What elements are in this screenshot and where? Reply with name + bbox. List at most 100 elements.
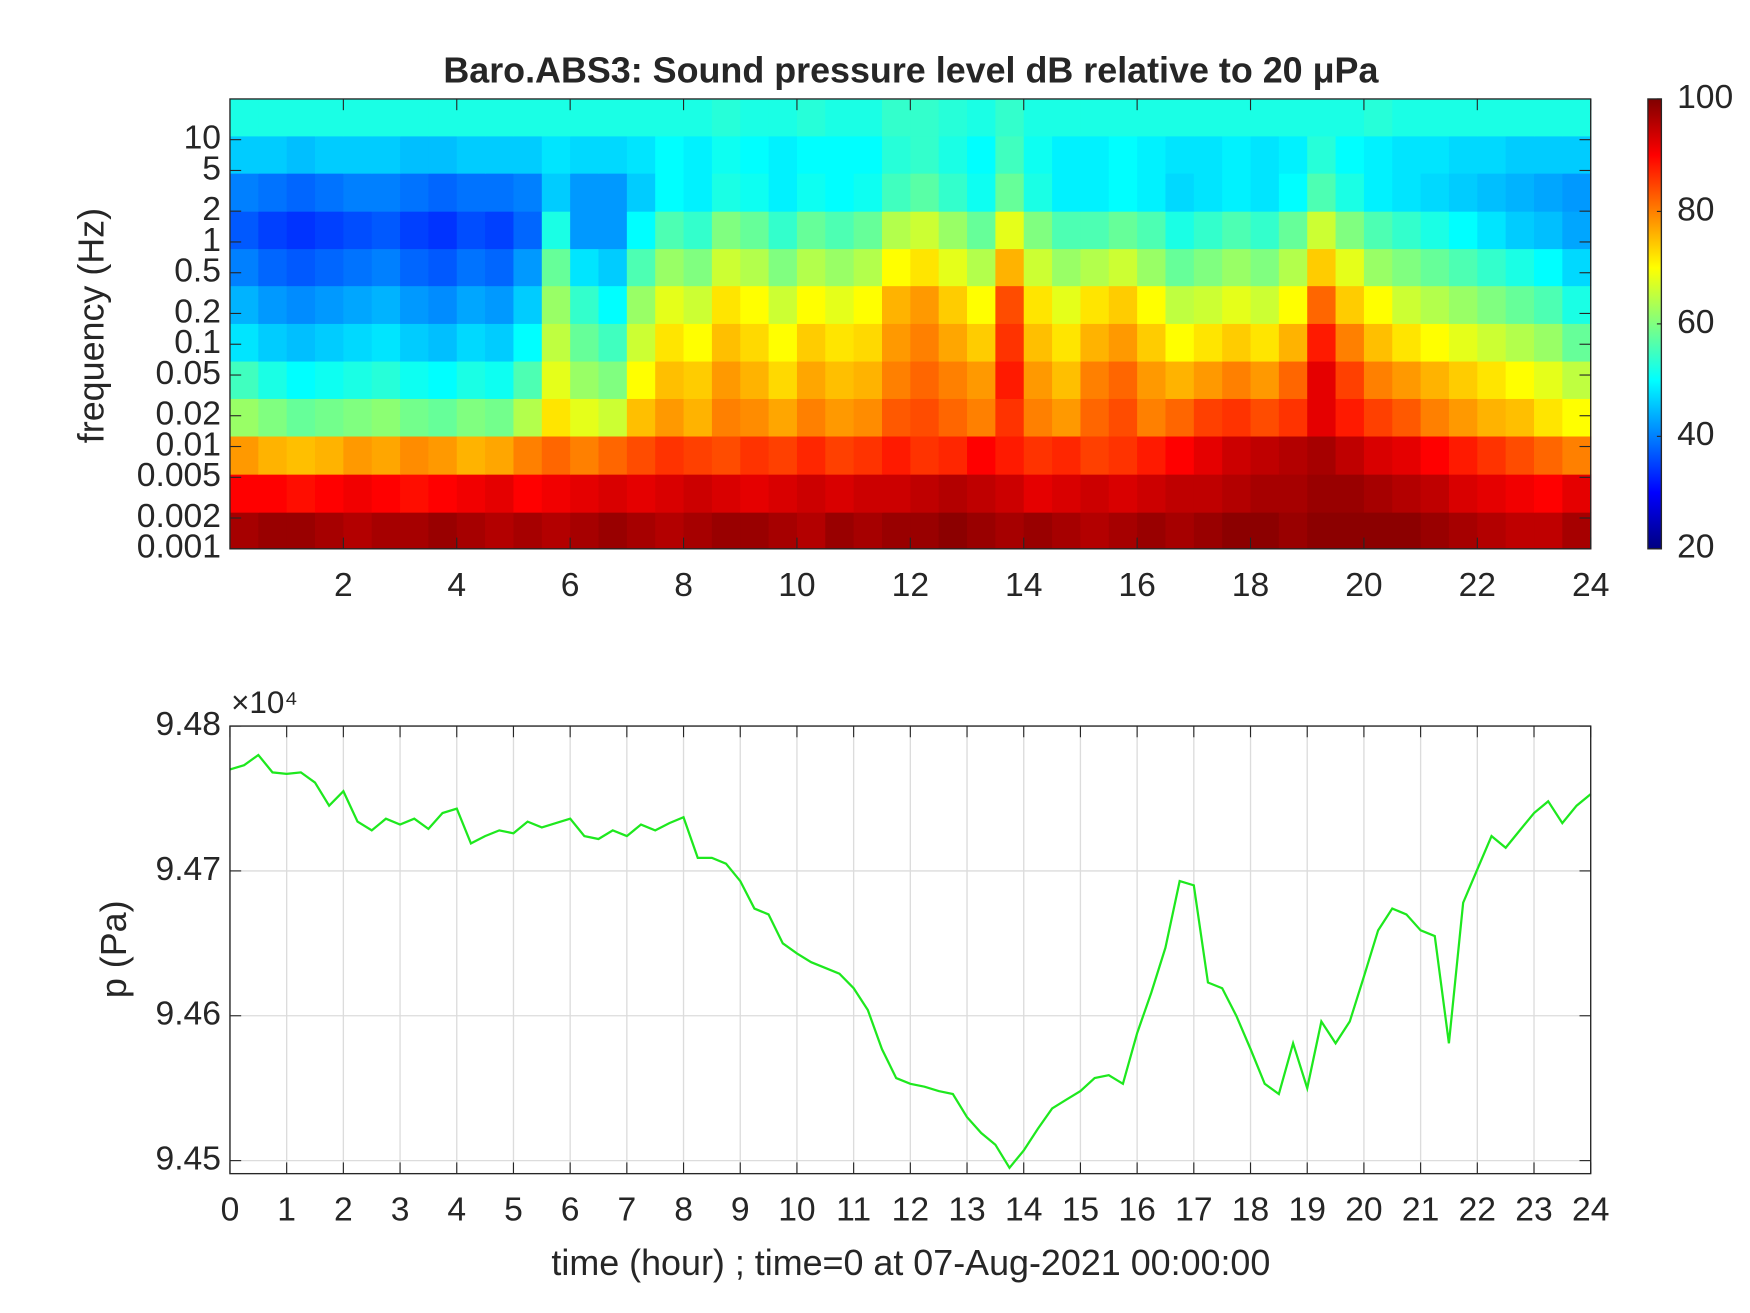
heatmap-cell	[513, 248, 543, 287]
heatmap-cell	[1137, 135, 1167, 174]
x-tick-label: 14	[1005, 567, 1042, 604]
heatmap-cell	[1477, 210, 1507, 250]
heatmap-cell	[626, 172, 656, 212]
heatmap-cell	[371, 473, 401, 513]
heatmap-cell	[1534, 511, 1564, 550]
heatmap-cell	[315, 135, 345, 174]
heatmap-cell	[1335, 135, 1365, 174]
heatmap-cell	[995, 360, 1025, 399]
heatmap-cell	[1250, 98, 1280, 137]
heatmap-cell	[428, 172, 458, 212]
heatmap-cell	[1222, 285, 1252, 324]
heatmap-cell	[485, 435, 515, 475]
heatmap-cell	[1562, 135, 1592, 174]
heatmap-cell	[1222, 248, 1252, 287]
heatmap-cell	[1420, 135, 1450, 174]
heatmap-cell	[626, 360, 656, 399]
heatmap-cell	[1420, 248, 1450, 287]
heatmap-cell	[485, 360, 515, 399]
heatmap-cell	[1023, 98, 1053, 137]
heatmap-cell	[1562, 360, 1592, 399]
heatmap-cell	[683, 135, 713, 174]
heatmap-cell	[683, 473, 713, 513]
heatmap-cell	[825, 360, 855, 399]
heatmap-cell	[1392, 473, 1422, 513]
heatmap-cell	[881, 473, 912, 513]
x-tick-label: 19	[1289, 1192, 1326, 1229]
y-tick-label: 0.002	[137, 498, 221, 535]
heatmap-cell	[1023, 323, 1053, 362]
heatmap-cell	[683, 435, 713, 475]
heatmap-cell	[541, 398, 571, 437]
heatmap-cell	[796, 285, 826, 324]
chart-title: Baro.ABS3: Sound pressure level dB relat…	[443, 51, 1379, 91]
heatmap-cell	[1023, 435, 1053, 475]
heatmap-cell	[428, 323, 458, 362]
heatmap-cell	[1505, 360, 1535, 399]
heatmap-cell	[711, 435, 741, 475]
heatmap-cell	[910, 248, 940, 287]
heatmap-cell	[258, 360, 288, 399]
x-tick-label: 18	[1232, 567, 1269, 604]
heatmap-cell	[1080, 398, 1110, 437]
heatmap-cell	[570, 435, 600, 475]
heatmap-cell	[1505, 98, 1535, 137]
heatmap-cell	[343, 323, 373, 362]
heatmap-cell	[1023, 285, 1053, 324]
heatmap-cell	[1448, 398, 1478, 437]
heatmap-cell	[456, 323, 486, 362]
heatmap-cell	[485, 323, 515, 362]
heatmap-cell	[1335, 473, 1365, 513]
heatmap-cell	[1023, 360, 1053, 399]
heatmap-cell	[1137, 98, 1167, 137]
heatmap-cell	[740, 98, 770, 137]
heatmap-cell	[1193, 285, 1223, 324]
heatmap-cell	[1080, 172, 1110, 212]
heatmap-cell	[1534, 323, 1564, 362]
heatmap-cell	[1534, 285, 1564, 324]
heatmap-cell	[1335, 285, 1365, 324]
heatmap-cell	[258, 248, 288, 287]
heatmap-cell	[1562, 98, 1592, 137]
heatmap-cell	[1222, 435, 1252, 475]
heatmap-cell	[740, 435, 770, 475]
heatmap-cell	[881, 210, 912, 250]
heatmap-cell	[428, 435, 458, 475]
heatmap-cell	[1392, 511, 1422, 550]
heatmap-cell	[1448, 98, 1478, 137]
heatmap-cell	[1108, 360, 1138, 399]
heatmap-cell	[1165, 285, 1195, 324]
heatmap-cell	[229, 360, 259, 399]
heatmap-cell	[995, 248, 1025, 287]
heatmap-cell	[1420, 511, 1450, 550]
heatmap-cell	[1505, 172, 1535, 212]
heatmap-cell	[1250, 435, 1280, 475]
heatmap-cell	[400, 210, 430, 250]
heatmap-cell	[1137, 323, 1167, 362]
heatmap-cell	[229, 435, 259, 475]
heatmap-cell	[343, 398, 373, 437]
heatmap-cell	[740, 398, 770, 437]
heatmap-cell	[286, 473, 316, 513]
heatmap-cell	[229, 285, 259, 324]
heatmap-cell	[343, 435, 373, 475]
x-tick-label: 1	[277, 1192, 296, 1229]
heatmap-cell	[1420, 285, 1450, 324]
heatmap-cell	[315, 172, 345, 212]
heatmap-cell	[485, 473, 515, 513]
heatmap-cell	[711, 248, 741, 287]
heatmap-cell	[825, 473, 855, 513]
heatmap-cell	[286, 398, 316, 437]
heatmap-cell	[1052, 398, 1082, 437]
heatmap-cell	[626, 398, 656, 437]
heatmap-cell	[740, 248, 770, 287]
heatmap-cell	[655, 172, 685, 212]
heatmap-cell	[683, 360, 713, 399]
x-tick-label: 8	[674, 1192, 693, 1229]
heatmap-cell	[485, 285, 515, 324]
heatmap-cell	[570, 98, 600, 137]
heatmap-cell	[1307, 398, 1337, 437]
heatmap-cell	[1108, 473, 1138, 513]
heatmap-cell	[740, 210, 770, 250]
heatmap-cell	[1448, 248, 1478, 287]
